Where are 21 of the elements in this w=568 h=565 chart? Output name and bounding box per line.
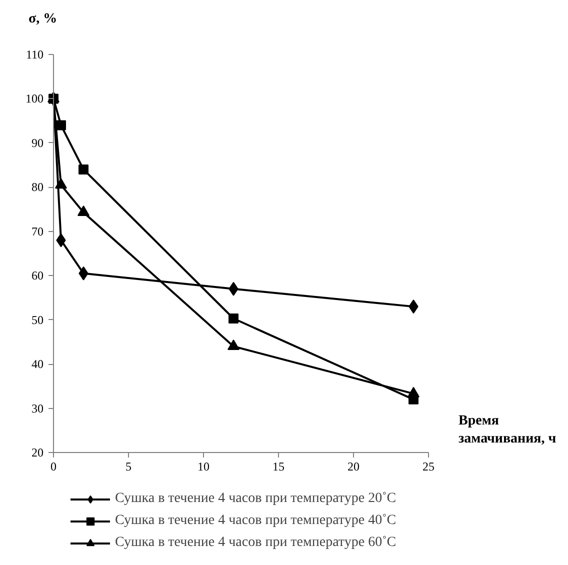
legend-label: Сушка в течение 4 часов при температуре 60˚С [115,534,396,552]
x-tick-label: 10 [198,460,210,474]
y-tick-label: 20 [32,446,44,460]
y-tick-label: 30 [32,401,44,416]
y-axis-title: σ, % [28,12,58,26]
legend-label: Сушка в течение 4 часов при температуре 40˚С [115,512,396,530]
y-tick-label: 80 [32,180,44,194]
y-tick-label: 50 [32,312,44,327]
y-tick-label: 70 [32,224,44,238]
x-tick-label: 20 [348,460,360,474]
x-tick-label: 25 [422,460,434,474]
y-tick-label: 110 [26,48,44,62]
x-tick-label: 15 [272,460,284,474]
x-tick-label: 5 [126,460,132,474]
y-tick-label: 100 [26,92,44,106]
y-tick-label: 90 [32,136,44,150]
x-axis-title: Время замачивания, ч [458,414,556,446]
y-tick-label: 60 [32,268,44,283]
y-tick-label: 40 [32,357,44,372]
legend-label: Сушка в течение 4 часов при температуре 20˚С [115,490,396,508]
x-tick-label: 0 [50,460,56,474]
